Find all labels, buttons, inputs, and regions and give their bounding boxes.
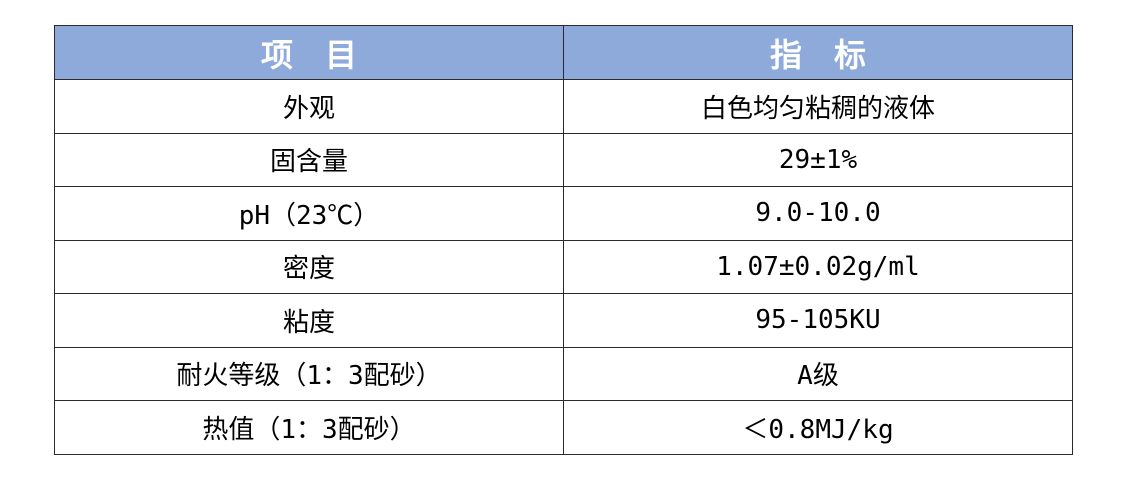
indicator-cell: 29±1%: [563, 132, 1073, 187]
item-cell: 固含量: [54, 132, 564, 187]
table-row: pH（23℃） 9.0-10.0: [54, 186, 1073, 241]
table-row: 外观 白色均匀粘稠的液体: [54, 79, 1073, 134]
indicator-cell: 95-105KU: [563, 293, 1073, 348]
spec-table: 项 目 指 标 外观 白色均匀粘稠的液体 固含量 29±1% pH（23℃） 9…: [54, 25, 1073, 455]
item-cell: 密度: [54, 239, 564, 294]
table-body: 外观 白色均匀粘稠的液体 固含量 29±1% pH（23℃） 9.0-10.0 …: [54, 79, 1073, 455]
item-cell: 外观: [54, 79, 564, 134]
item-cell: pH（23℃）: [54, 186, 564, 241]
table-row: 固含量 29±1%: [54, 132, 1073, 187]
indicator-cell: ＜0.8MJ/kg: [563, 400, 1073, 455]
indicator-cell: 白色均匀粘稠的液体: [563, 79, 1073, 134]
header-cell-indicator: 指 标: [563, 25, 1073, 80]
indicator-cell: 9.0-10.0: [563, 186, 1073, 241]
header-cell-item: 项 目: [54, 25, 564, 80]
item-cell: 热值（1：3配砂）: [54, 400, 564, 455]
table-row: 密度 1.07±0.02g/ml: [54, 239, 1073, 294]
table-row: 耐火等级（1：3配砂） A级: [54, 346, 1073, 401]
table-row: 粘度 95-105KU: [54, 293, 1073, 348]
spec-table-container: 项 目 指 标 外观 白色均匀粘稠的液体 固含量 29±1% pH（23℃） 9…: [54, 25, 1073, 455]
indicator-cell: A级: [563, 346, 1073, 401]
item-cell: 耐火等级（1：3配砂）: [54, 346, 564, 401]
table-row: 热值（1：3配砂） ＜0.8MJ/kg: [54, 400, 1073, 455]
indicator-cell: 1.07±0.02g/ml: [563, 239, 1073, 294]
table-header: 项 目 指 标: [54, 25, 1073, 80]
header-row: 项 目 指 标: [54, 25, 1073, 80]
item-cell: 粘度: [54, 293, 564, 348]
